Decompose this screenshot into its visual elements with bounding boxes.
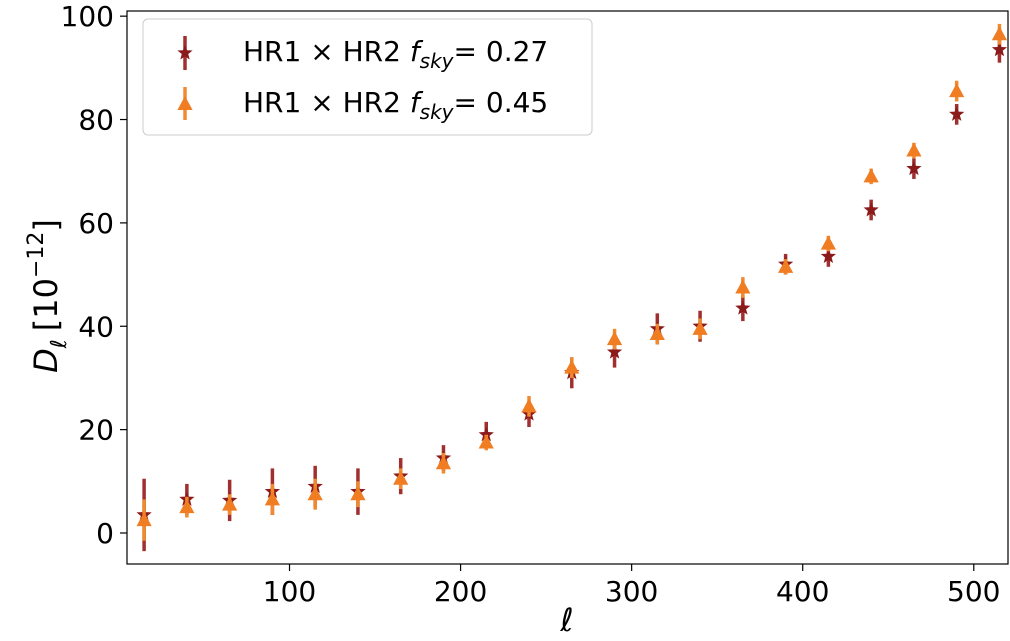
triangle-marker — [136, 512, 152, 527]
star-marker — [991, 41, 1008, 57]
x-axis-label: ℓ — [559, 601, 573, 639]
triangle-marker — [179, 499, 195, 514]
star-marker — [949, 106, 965, 121]
triangle-marker — [649, 326, 665, 341]
y-tick-label: 0 — [96, 517, 114, 550]
x-tick-label: 300 — [605, 575, 658, 608]
plot-area — [126, 10, 1009, 565]
triangle-marker — [564, 359, 580, 374]
y-tick-label: 40 — [78, 310, 114, 343]
triangle-marker — [350, 486, 366, 501]
triangle-marker — [435, 455, 452, 470]
y-tick-label: 20 — [78, 414, 114, 447]
legend-marker-triangle — [177, 87, 193, 120]
triangle-marker — [393, 470, 409, 485]
axes-frame — [126, 10, 1009, 565]
triangle-marker — [778, 258, 794, 273]
legend-triangle-marker — [177, 96, 193, 110]
triangle-marker — [735, 279, 751, 294]
y-axis: 0 20 40 60 80 100 — [61, 0, 127, 550]
star-marker — [820, 248, 836, 263]
y-tick-label: 100 — [61, 0, 114, 33]
legend: HR1 × HR2 fsky= 0.27 HR1 × HR2 fsky= 0.4… — [142, 18, 593, 136]
triangle-marker — [222, 496, 238, 511]
star-marker — [478, 426, 494, 442]
legend-entry-2: HR1 × HR2 fsky= 0.45 — [243, 86, 548, 124]
x-tick-label: 100 — [263, 575, 316, 608]
triangle-marker — [820, 235, 836, 250]
star-marker — [606, 344, 623, 359]
x-tick-label: 400 — [776, 575, 829, 608]
legend-star-marker — [177, 45, 193, 60]
series-2 — [136, 23, 1008, 541]
triangle-marker — [606, 331, 623, 346]
triangle-marker — [991, 26, 1008, 41]
legend-marker-star — [177, 36, 193, 70]
triangle-marker — [906, 142, 922, 157]
y-tick-label: 60 — [78, 207, 114, 240]
y-axis-label: Dℓ[10−12] — [24, 219, 72, 373]
triangle-marker — [264, 491, 281, 506]
y-tick-label: 80 — [78, 104, 114, 137]
star-marker — [863, 201, 879, 217]
triangle-marker — [692, 320, 708, 335]
x-tick-label: 200 — [434, 575, 487, 608]
star-marker — [906, 160, 922, 176]
x-tick-label: 500 — [947, 575, 1000, 608]
star-marker — [735, 300, 751, 315]
x-axis: 100 200 300 400 500 — [263, 564, 1001, 608]
triangle-marker — [521, 398, 537, 413]
triangle-marker — [478, 434, 494, 449]
legend-frame — [142, 18, 593, 136]
triangle-marker — [307, 486, 323, 501]
legend-entry-1: HR1 × HR2 fsky= 0.27 — [243, 35, 548, 73]
triangle-marker — [863, 168, 879, 183]
triangle-marker — [949, 83, 965, 98]
